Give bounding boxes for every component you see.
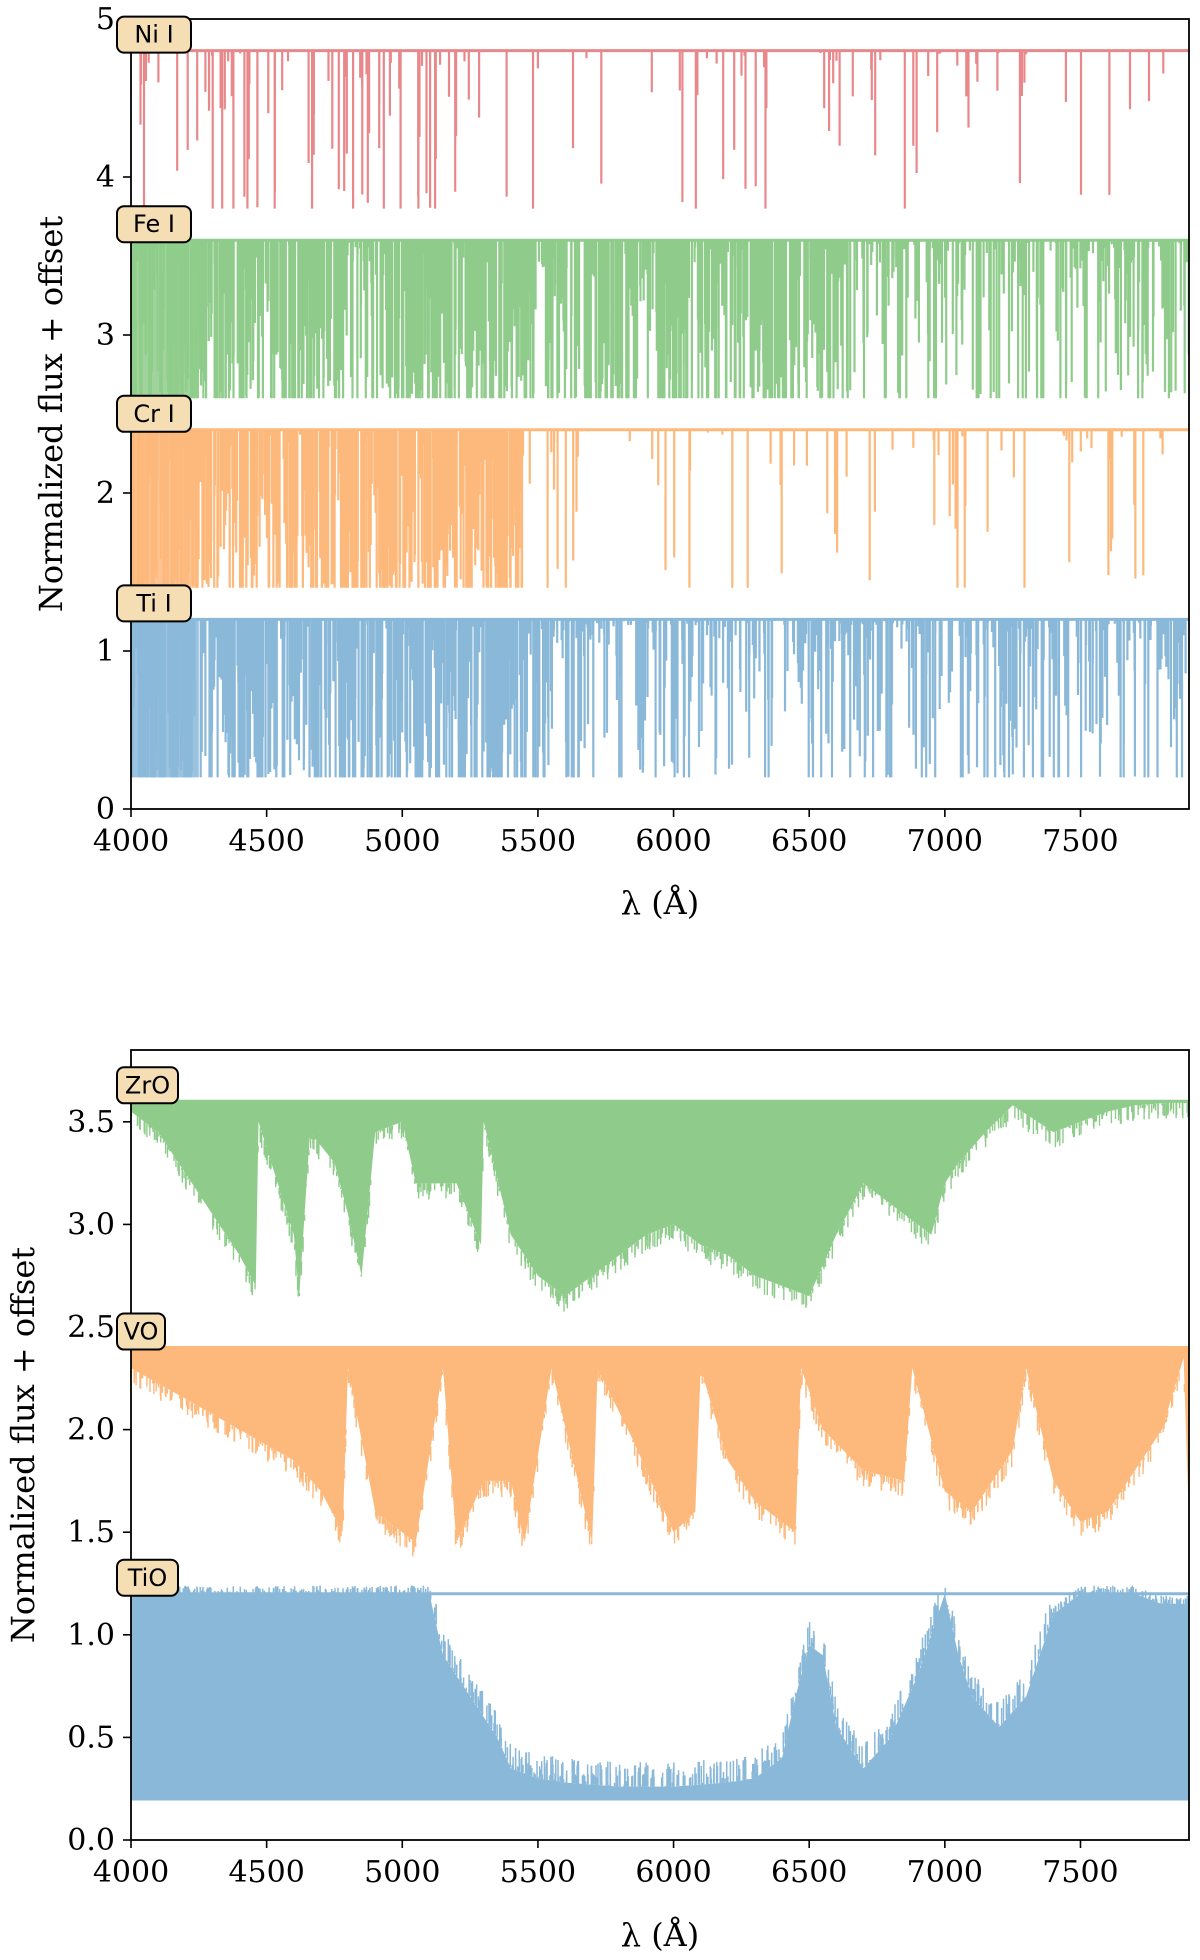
badge-box	[116, 1066, 179, 1105]
y-tick-label: 3	[96, 318, 115, 353]
absorption-lines	[131, 429, 1164, 588]
x-tick-label: 7500	[1042, 1855, 1118, 1890]
absorption-lines	[131, 240, 1189, 399]
series-vo	[131, 1346, 1189, 1557]
x-tick-label: 4500	[228, 1855, 304, 1890]
x-tick-label: 7000	[907, 824, 983, 859]
x-tick-label: 5000	[364, 824, 440, 859]
y-tick-label: 2	[96, 476, 115, 511]
band-envelope	[131, 1347, 1189, 1543]
badge-box	[116, 394, 192, 433]
bottom-x-axis-label: λ (Å)	[621, 1916, 700, 1954]
x-tick-label: 4500	[228, 824, 304, 859]
y-tick-label: 2.5	[67, 1310, 115, 1345]
badge-box	[116, 15, 192, 54]
x-tick-label: 6500	[771, 1855, 847, 1890]
band-spikes	[131, 1101, 1189, 1312]
series-label-badge: Ti I	[116, 584, 192, 623]
band-envelope	[131, 1593, 1189, 1799]
bottom-y-axis-label: Normalized flux + offset	[4, 1247, 42, 1643]
series-ti-i	[131, 617, 1189, 778]
x-tick-label: 6000	[635, 824, 711, 859]
x-tick-label: 6500	[771, 824, 847, 859]
absorption-lines	[131, 619, 1187, 778]
x-tick-label: 5500	[500, 824, 576, 859]
series-fe-i	[131, 238, 1189, 399]
absorption-lines	[139, 50, 1165, 209]
series-ni-i	[131, 49, 1189, 209]
series-label-badge: TiO	[116, 1558, 179, 1597]
molecular-spectra-panel: 4000 4500 5000 5500 6000 6500 7000 7500 0.0 0.5 1…	[4, 1049, 1190, 1954]
series-label-badge: Ni I	[116, 15, 192, 54]
series-label: Ni I	[134, 21, 173, 49]
x-tick-label: 5500	[500, 1855, 576, 1890]
x-tick-label: 4000	[93, 1855, 169, 1890]
x-tick-label: 4000	[93, 824, 169, 859]
series-label: VO	[124, 1318, 159, 1346]
band-envelope	[131, 1101, 1189, 1297]
series-label: Cr I	[133, 400, 174, 428]
series-label-badge: ZrO	[116, 1066, 179, 1105]
series-label-badge: VO	[116, 1312, 166, 1351]
badge-box	[116, 205, 192, 244]
y-tick-label: 2.0	[67, 1413, 115, 1448]
badge-box	[116, 1558, 179, 1597]
band-spikes	[131, 1368, 1186, 1557]
bottom-axes-frame	[130, 1049, 1190, 1841]
series-label: TiO	[127, 1564, 167, 1592]
series-zro	[131, 1099, 1189, 1312]
y-tick-label: 3.0	[67, 1207, 115, 1242]
y-tick-label: 1.0	[67, 1618, 115, 1653]
x-tick-label: 7000	[907, 1855, 983, 1890]
y-tick-label: 1.5	[67, 1515, 115, 1550]
saturated-band	[131, 240, 199, 399]
series-label-badge: Fe I	[116, 205, 192, 244]
y-tick-label: 3.5	[67, 1105, 115, 1140]
top-y-axis-label: Normalized flux + offset	[32, 216, 70, 612]
x-tick-label: 6000	[635, 1855, 711, 1890]
badge-box	[116, 584, 192, 623]
series-tio	[131, 1585, 1189, 1801]
series-label: ZrO	[125, 1071, 170, 1099]
atomic-spectra-panel: 4000 4500 5000 5500 6000 6500 7000 7500 012345 …	[32, 2, 1190, 922]
y-tick-label: 0.5	[67, 1720, 115, 1755]
series-label: Fe I	[133, 210, 175, 238]
top-x-axis-label: λ (Å)	[621, 884, 700, 922]
y-tick-label: 0	[96, 792, 115, 827]
y-tick-label: 0.0	[67, 1823, 115, 1858]
badge-box	[116, 1312, 166, 1351]
saturated-band	[131, 619, 199, 778]
y-tick-label: 4	[96, 160, 115, 195]
series-cr-i	[131, 428, 1189, 588]
x-tick-label: 7500	[1042, 824, 1118, 859]
band-spikes	[131, 1585, 1189, 1787]
saturated-band	[131, 429, 199, 588]
y-tick-label: 5	[96, 2, 115, 37]
x-tick-label: 5000	[364, 1855, 440, 1890]
y-tick-label: 1	[96, 634, 115, 669]
series-label: Ti I	[135, 589, 171, 617]
series-label-badge: Cr I	[116, 394, 192, 433]
